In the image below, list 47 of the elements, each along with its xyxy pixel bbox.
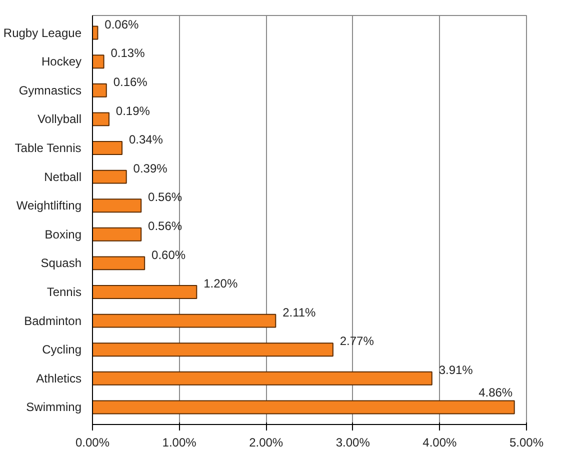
data-label: 0.06% [104,17,140,32]
data-label: 0.19% [116,104,150,118]
data-label: 0.56% [148,190,182,204]
x-tick-label: 1.00% [162,436,197,450]
bar [92,285,198,299]
x-tick-label: 5.00% [509,436,544,450]
y-tick-label: Boxing [44,227,82,242]
bar [92,227,142,242]
data-label: 0.16% [113,74,148,89]
y-tick-label: Gymnastics [18,83,82,98]
data-label: 0.60% [152,248,186,262]
x-tick-label: 2.00% [249,436,284,450]
bar [92,256,146,270]
y-tick-label: Hockey [41,54,82,69]
bar [92,314,276,328]
data-label: 0.56% [148,218,182,233]
bar [92,112,110,126]
y-tick-label: Table Tennis [14,140,82,155]
data-label: 1.20% [204,276,238,291]
bar [92,198,142,213]
data-label: 2.11% [282,305,316,320]
bar [92,83,107,98]
y-tick-label: Squash [40,256,82,270]
data-label: 0.39% [133,161,168,176]
bar [92,141,123,155]
bar [92,342,334,357]
bar [92,371,432,386]
x-tick-label: 0.00% [75,436,110,450]
y-tick-label: Swimming [26,400,82,414]
data-label: 2.77% [340,334,374,348]
y-tick-label: Badminton [24,314,82,328]
y-tick-label: Tennis [46,285,82,300]
y-tick-label: Vollyball [37,112,82,126]
x-tick-label: 4.00% [422,436,458,450]
data-label: 3.91% [438,362,474,377]
data-label: 4.86% [478,386,513,400]
y-tick-label: Athletics [36,371,82,386]
bar [92,170,127,184]
y-tick-label: Cycling [42,342,82,357]
x-tick-label: 3.00% [336,436,370,450]
y-tick-label: Netball [44,170,82,184]
bar [92,400,515,414]
data-label: 0.34% [128,132,164,147]
y-tick-label: Weightlifting [16,198,82,213]
bar [92,54,104,69]
y-tick-label: Rugby League [3,26,82,40]
data-label: 0.13% [110,46,146,60]
